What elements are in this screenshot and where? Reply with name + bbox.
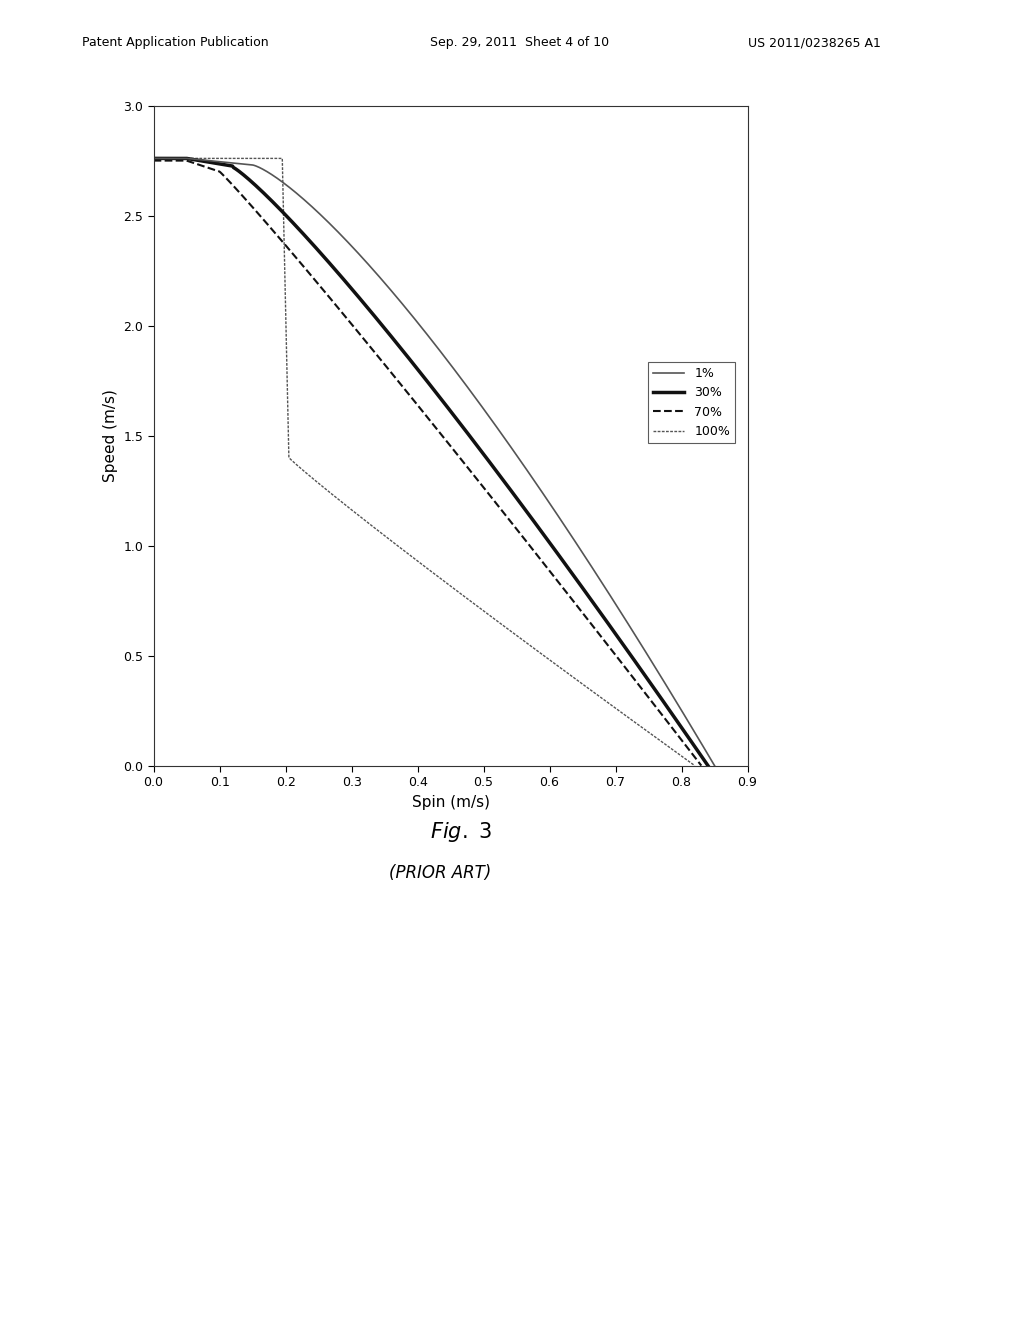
1% (352, 246, 365, 261)
30% (512, 492, 524, 508)
70% (508, 517, 520, 533)
30% (349, 285, 361, 301)
70% (602, 638, 614, 653)
30% (308, 239, 321, 255)
70% (306, 269, 318, 285)
30% (607, 623, 620, 639)
70% (284, 242, 296, 257)
100% (499, 619, 511, 635)
1% (287, 182, 299, 198)
Text: Patent Application Publication: Patent Application Publication (82, 36, 268, 49)
100% (287, 454, 299, 470)
Text: Sep. 29, 2011  Sheet 4 of 10: Sep. 29, 2011 Sheet 4 of 10 (430, 36, 609, 49)
1% (709, 758, 721, 774)
Line: 100%: 100% (154, 158, 694, 766)
1% (147, 150, 160, 166)
Legend: 1%, 30%, 70%, 100%: 1%, 30%, 70%, 100% (648, 362, 735, 444)
100% (147, 150, 160, 166)
Line: 1%: 1% (154, 158, 715, 766)
1% (516, 455, 528, 471)
Line: 30%: 30% (154, 158, 708, 766)
Y-axis label: Speed (m/s): Speed (m/s) (102, 389, 118, 482)
70% (501, 510, 513, 525)
100% (598, 692, 610, 708)
1% (310, 203, 323, 219)
30% (147, 150, 160, 166)
X-axis label: Spin (m/s): Spin (m/s) (412, 795, 489, 809)
100% (309, 473, 322, 488)
1% (509, 446, 521, 462)
100% (688, 758, 700, 774)
70% (695, 758, 708, 774)
Text: US 2011/0238265 A1: US 2011/0238265 A1 (748, 36, 881, 49)
100% (688, 758, 700, 774)
30% (701, 758, 714, 774)
100% (349, 504, 361, 520)
30% (286, 213, 298, 228)
30% (505, 483, 517, 499)
1% (612, 602, 625, 618)
70% (695, 758, 708, 774)
Line: 70%: 70% (154, 161, 701, 766)
70% (147, 153, 160, 169)
Text: $\mathit{Fig.\ 3}$: $\mathit{Fig.\ 3}$ (430, 820, 493, 845)
Text: (PRIOR ART): (PRIOR ART) (389, 863, 492, 882)
30% (701, 758, 714, 774)
1% (709, 758, 721, 774)
70% (347, 318, 359, 334)
100% (506, 624, 518, 640)
